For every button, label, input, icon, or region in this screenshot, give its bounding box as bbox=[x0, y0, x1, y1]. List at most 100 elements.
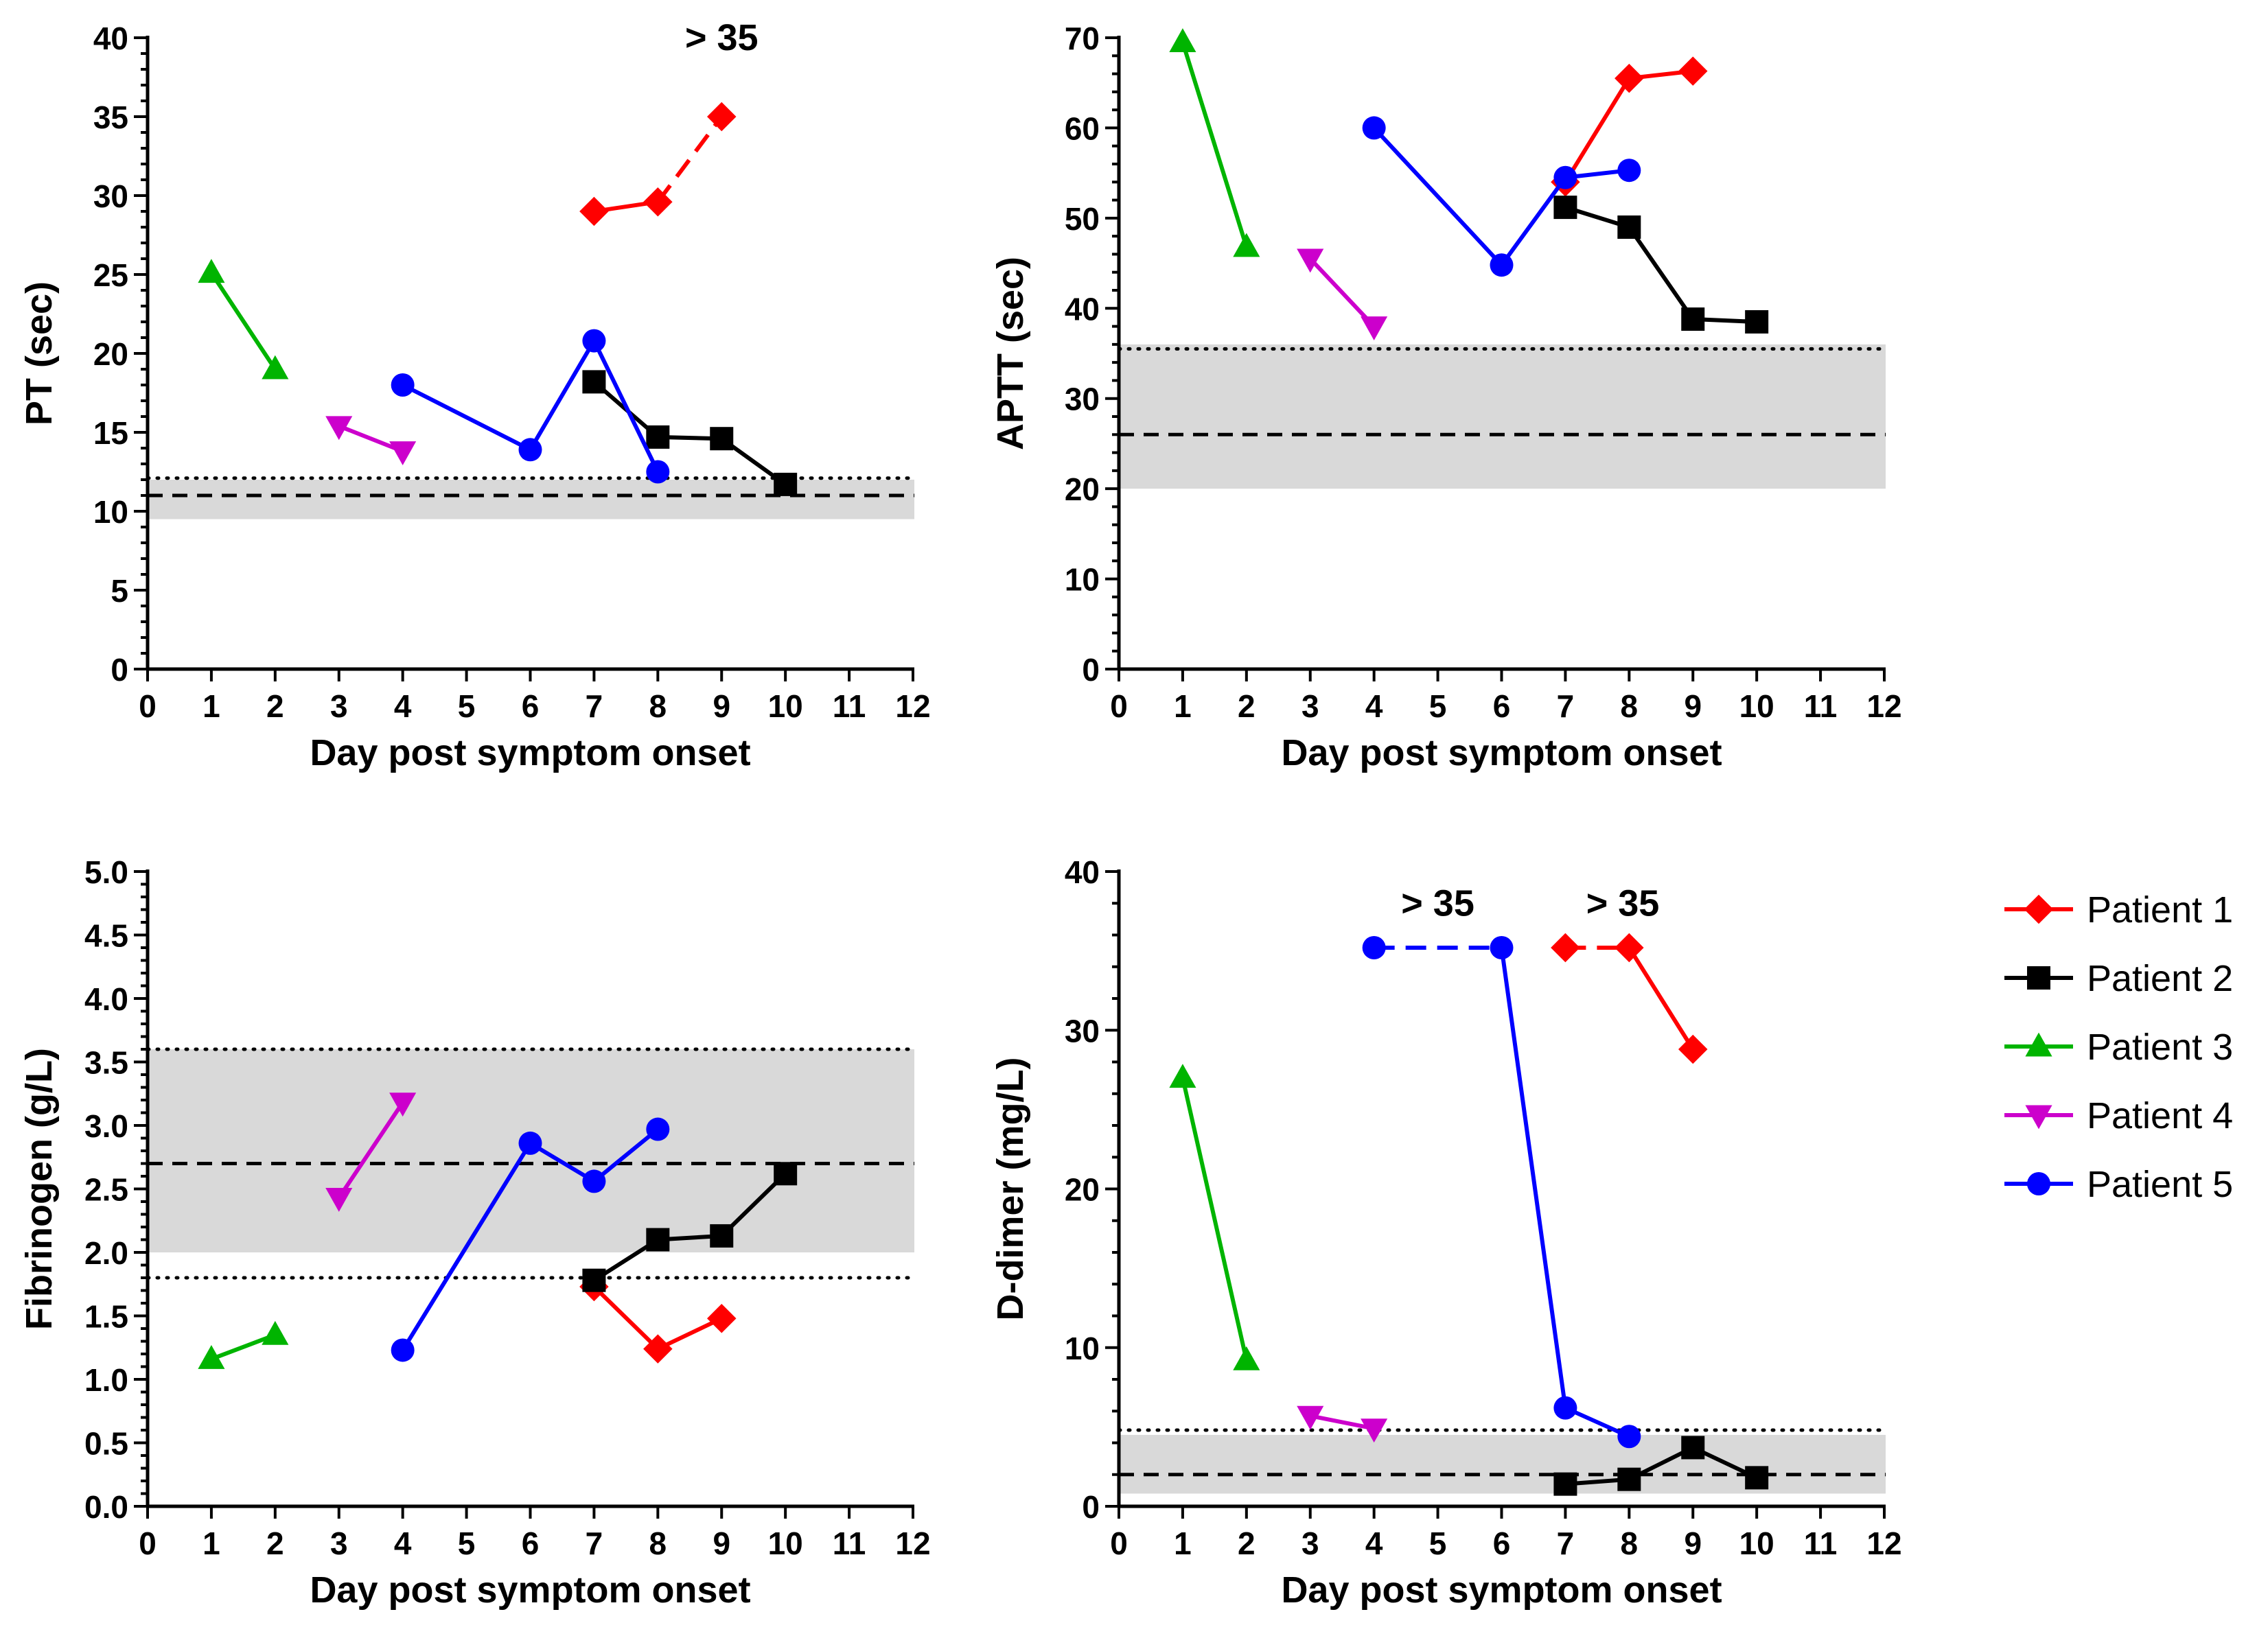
x-tick-label: 9 bbox=[713, 1526, 730, 1561]
y-tick-label: 20 bbox=[1065, 1172, 1100, 1208]
y-tick-label: 3.0 bbox=[84, 1108, 128, 1144]
x-tick-label: 4 bbox=[394, 688, 412, 724]
data-point bbox=[1745, 1466, 1768, 1489]
x-tick-label: 12 bbox=[895, 1526, 930, 1561]
y-axis-title: D-dimer (mg/L) bbox=[990, 1057, 1031, 1321]
x-tick-label: 1 bbox=[202, 688, 220, 724]
x-tick-label: 0 bbox=[1110, 1526, 1128, 1561]
y-tick-label: 2.5 bbox=[84, 1172, 128, 1208]
series-patient-1 bbox=[1551, 933, 1707, 1064]
y-tick-label: 10 bbox=[1065, 562, 1100, 598]
series-line-segment bbox=[594, 341, 658, 472]
y-tick-label: 20 bbox=[1065, 471, 1100, 507]
legend: Patient 1Patient 2Patient 3Patient 4Pati… bbox=[2004, 889, 2233, 1205]
series-line-segment bbox=[1310, 259, 1374, 327]
data-point bbox=[1363, 116, 1386, 139]
series-patient-3 bbox=[1169, 1064, 1260, 1370]
y-tick-label: 40 bbox=[1065, 291, 1100, 327]
data-point bbox=[262, 355, 288, 379]
x-axis-title: Day post symptom onset bbox=[1281, 732, 1722, 773]
x-tick-label: 11 bbox=[1804, 1526, 1838, 1561]
reference-band bbox=[1119, 1435, 1886, 1494]
data-point bbox=[1617, 159, 1641, 182]
legend-item-patient-4: Patient 4 bbox=[2004, 1095, 2233, 1136]
x-tick-label: 8 bbox=[1621, 1526, 1639, 1561]
x-tick-label: 8 bbox=[649, 688, 667, 724]
x-tick-label: 6 bbox=[522, 1526, 540, 1561]
y-tick-label: 4.5 bbox=[84, 918, 128, 954]
series-patient-5 bbox=[1363, 936, 1641, 1448]
legend-label: Patient 1 bbox=[2087, 889, 2233, 931]
legend-label: Patient 3 bbox=[2087, 1027, 2233, 1068]
data-point bbox=[710, 427, 733, 450]
series-patient-3 bbox=[198, 259, 288, 379]
x-tick-label: 10 bbox=[768, 1526, 803, 1561]
data-point bbox=[1678, 1035, 1708, 1064]
x-tick-label: 1 bbox=[1174, 688, 1192, 724]
y-tick-label: 70 bbox=[1065, 21, 1100, 56]
x-tick-label: 6 bbox=[1493, 1526, 1511, 1561]
x-tick-label: 10 bbox=[768, 688, 803, 724]
x-tick-label: 9 bbox=[1684, 688, 1702, 724]
series-line-segment bbox=[403, 385, 531, 449]
data-point bbox=[646, 1118, 669, 1141]
x-tick-label: 3 bbox=[1301, 1526, 1319, 1561]
legend-label: Patient 2 bbox=[2087, 958, 2233, 999]
data-point bbox=[646, 425, 669, 449]
x-tick-label: 5 bbox=[458, 1526, 476, 1561]
data-point bbox=[519, 438, 542, 461]
data-point bbox=[1490, 936, 1514, 959]
y-tick-label: 40 bbox=[1065, 854, 1100, 890]
x-tick-label: 12 bbox=[1866, 688, 1901, 724]
y-tick-label: 0.0 bbox=[84, 1489, 128, 1525]
x-tick-label: 0 bbox=[139, 688, 157, 724]
x-tick-label: 2 bbox=[266, 1526, 284, 1561]
reference-band bbox=[1119, 344, 1886, 489]
x-tick-label: 0 bbox=[139, 1526, 157, 1561]
data-point bbox=[646, 1228, 669, 1252]
y-tick-label: 0 bbox=[111, 652, 128, 688]
data-point bbox=[1553, 196, 1577, 219]
data-point bbox=[391, 1338, 415, 1362]
y-tick-label: 0 bbox=[1082, 652, 1100, 688]
annotation-label: > 35 bbox=[1401, 883, 1474, 924]
x-tick-label: 7 bbox=[586, 1526, 603, 1561]
legend-marker bbox=[2027, 1172, 2050, 1195]
y-tick-label: 5.0 bbox=[84, 854, 128, 890]
x-tick-label: 10 bbox=[1739, 688, 1774, 724]
series-patient-4 bbox=[325, 416, 416, 465]
data-point bbox=[1553, 166, 1577, 189]
data-point bbox=[1617, 1425, 1641, 1448]
y-tick-label: 10 bbox=[1065, 1331, 1100, 1366]
x-tick-label: 3 bbox=[330, 688, 348, 724]
y-tick-label: 0 bbox=[1082, 1489, 1100, 1525]
legend-item-patient-2: Patient 2 bbox=[2004, 958, 2233, 999]
y-axis-title: PT (sec) bbox=[19, 281, 60, 425]
series-patient-2 bbox=[1553, 196, 1768, 334]
x-tick-label: 12 bbox=[1866, 1526, 1901, 1561]
x-tick-label: 5 bbox=[1429, 688, 1447, 724]
x-tick-label: 5 bbox=[458, 688, 476, 724]
series-line-segment bbox=[1183, 1078, 1247, 1361]
y-tick-label: 30 bbox=[1065, 1013, 1100, 1049]
y-tick-label: 60 bbox=[1065, 110, 1100, 146]
data-point bbox=[582, 329, 605, 353]
y-tick-label: 30 bbox=[93, 178, 128, 214]
y-tick-label: 1.0 bbox=[84, 1362, 128, 1398]
series-line-segment bbox=[1502, 948, 1566, 1408]
series-line-segment bbox=[531, 341, 594, 450]
series-patient-3 bbox=[198, 1321, 288, 1369]
data-point bbox=[1553, 1397, 1577, 1420]
x-tick-label: 1 bbox=[202, 1526, 220, 1561]
x-tick-label: 2 bbox=[266, 688, 284, 724]
data-point bbox=[1169, 1064, 1196, 1088]
y-tick-label: 5 bbox=[111, 573, 128, 609]
x-tick-label: 5 bbox=[1429, 1526, 1447, 1561]
x-tick-label: 4 bbox=[1365, 1526, 1383, 1561]
data-point bbox=[774, 1162, 797, 1185]
x-axis-title: Day post symptom onset bbox=[1281, 1569, 1722, 1611]
series-patient-3 bbox=[1169, 28, 1260, 257]
annotation-label: > 35 bbox=[685, 17, 759, 58]
